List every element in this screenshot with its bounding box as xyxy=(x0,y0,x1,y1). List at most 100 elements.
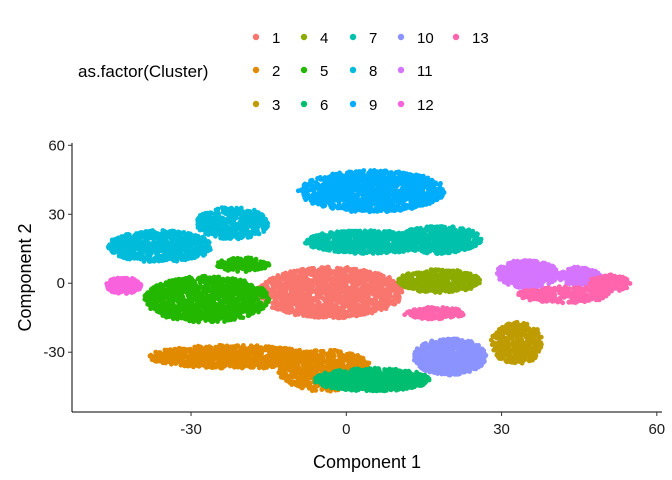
legend-item-7: 7 xyxy=(349,30,377,47)
data-point xyxy=(218,278,224,283)
data-point xyxy=(282,275,288,280)
data-point xyxy=(272,360,277,365)
data-point xyxy=(379,303,384,309)
data-point xyxy=(293,367,299,373)
data-point xyxy=(337,293,342,299)
data-point xyxy=(313,305,319,310)
data-point xyxy=(305,300,310,306)
data-point xyxy=(262,346,268,352)
data-point xyxy=(471,274,476,280)
data-point xyxy=(330,277,336,282)
data-point xyxy=(302,294,308,299)
data-point xyxy=(351,275,357,280)
data-point xyxy=(299,376,305,382)
data-point xyxy=(272,280,278,285)
data-point xyxy=(445,271,451,277)
data-point xyxy=(221,291,227,297)
data-point xyxy=(536,345,541,351)
data-point xyxy=(168,309,174,315)
data-point xyxy=(452,279,457,285)
data-point xyxy=(424,269,430,275)
legend-label: 1 xyxy=(272,30,280,47)
data-point xyxy=(317,314,323,320)
data-point xyxy=(334,275,340,281)
data-point xyxy=(172,346,178,352)
data-point xyxy=(296,311,301,317)
data-point xyxy=(391,301,397,307)
data-point xyxy=(308,272,314,278)
data-point xyxy=(453,272,459,278)
legend-item-12: 12 xyxy=(397,97,434,114)
legend-label: 3 xyxy=(272,97,280,114)
data-point xyxy=(349,312,355,318)
data-point xyxy=(511,349,517,355)
data-point xyxy=(246,312,251,318)
data-point xyxy=(201,348,207,354)
data-point xyxy=(323,274,329,280)
data-point xyxy=(530,329,536,335)
data-point xyxy=(433,275,438,281)
data-point xyxy=(499,325,505,331)
data-point xyxy=(346,288,351,294)
data-point xyxy=(154,358,160,364)
data-point xyxy=(157,350,163,355)
data-point xyxy=(287,380,293,385)
data-point xyxy=(325,293,331,298)
data-point xyxy=(228,348,234,354)
data-point xyxy=(324,302,329,308)
data-point xyxy=(409,279,414,284)
data-point xyxy=(341,305,347,311)
data-point xyxy=(282,369,288,375)
data-point xyxy=(274,301,279,307)
data-point xyxy=(532,341,538,347)
data-point xyxy=(159,301,165,307)
cluster-5-points xyxy=(142,255,272,325)
legend-key xyxy=(252,100,260,108)
data-point xyxy=(304,371,310,377)
legend-label: 13 xyxy=(472,30,489,47)
data-point xyxy=(194,345,200,350)
data-point xyxy=(152,300,158,306)
data-point xyxy=(287,357,293,362)
data-point xyxy=(337,269,343,275)
data-point xyxy=(315,352,320,358)
data-point xyxy=(275,306,281,312)
data-point xyxy=(459,272,465,278)
data-point xyxy=(426,277,432,283)
legend-key xyxy=(300,66,308,74)
data-point xyxy=(363,271,369,277)
data-point xyxy=(305,267,311,272)
data-point xyxy=(434,283,440,289)
data-point xyxy=(227,295,233,301)
data-point xyxy=(347,356,353,361)
data-point xyxy=(325,285,331,290)
legend-key xyxy=(252,33,260,41)
legend-label: 9 xyxy=(369,97,377,114)
data-point xyxy=(277,345,282,351)
legend-label: 10 xyxy=(417,30,434,47)
data-point xyxy=(162,290,168,296)
data-point xyxy=(502,352,508,358)
data-point xyxy=(229,362,235,367)
data-point xyxy=(367,298,373,303)
data-point xyxy=(222,297,228,303)
data-point xyxy=(327,308,332,314)
data-point xyxy=(341,313,347,319)
legend-item-4: 4 xyxy=(300,30,328,47)
data-point xyxy=(287,270,293,276)
data-point xyxy=(186,292,192,298)
data-point xyxy=(280,375,286,381)
legend-key xyxy=(252,66,260,74)
data-point xyxy=(366,360,372,366)
data-point xyxy=(398,282,404,287)
data-point xyxy=(169,355,174,360)
data-point xyxy=(278,365,283,370)
data-point xyxy=(345,267,351,273)
data-point xyxy=(160,356,166,362)
data-point xyxy=(318,365,324,370)
legend-item-9: 9 xyxy=(349,97,377,114)
data-point xyxy=(424,284,430,290)
data-point xyxy=(450,268,456,274)
data-point xyxy=(310,387,316,392)
